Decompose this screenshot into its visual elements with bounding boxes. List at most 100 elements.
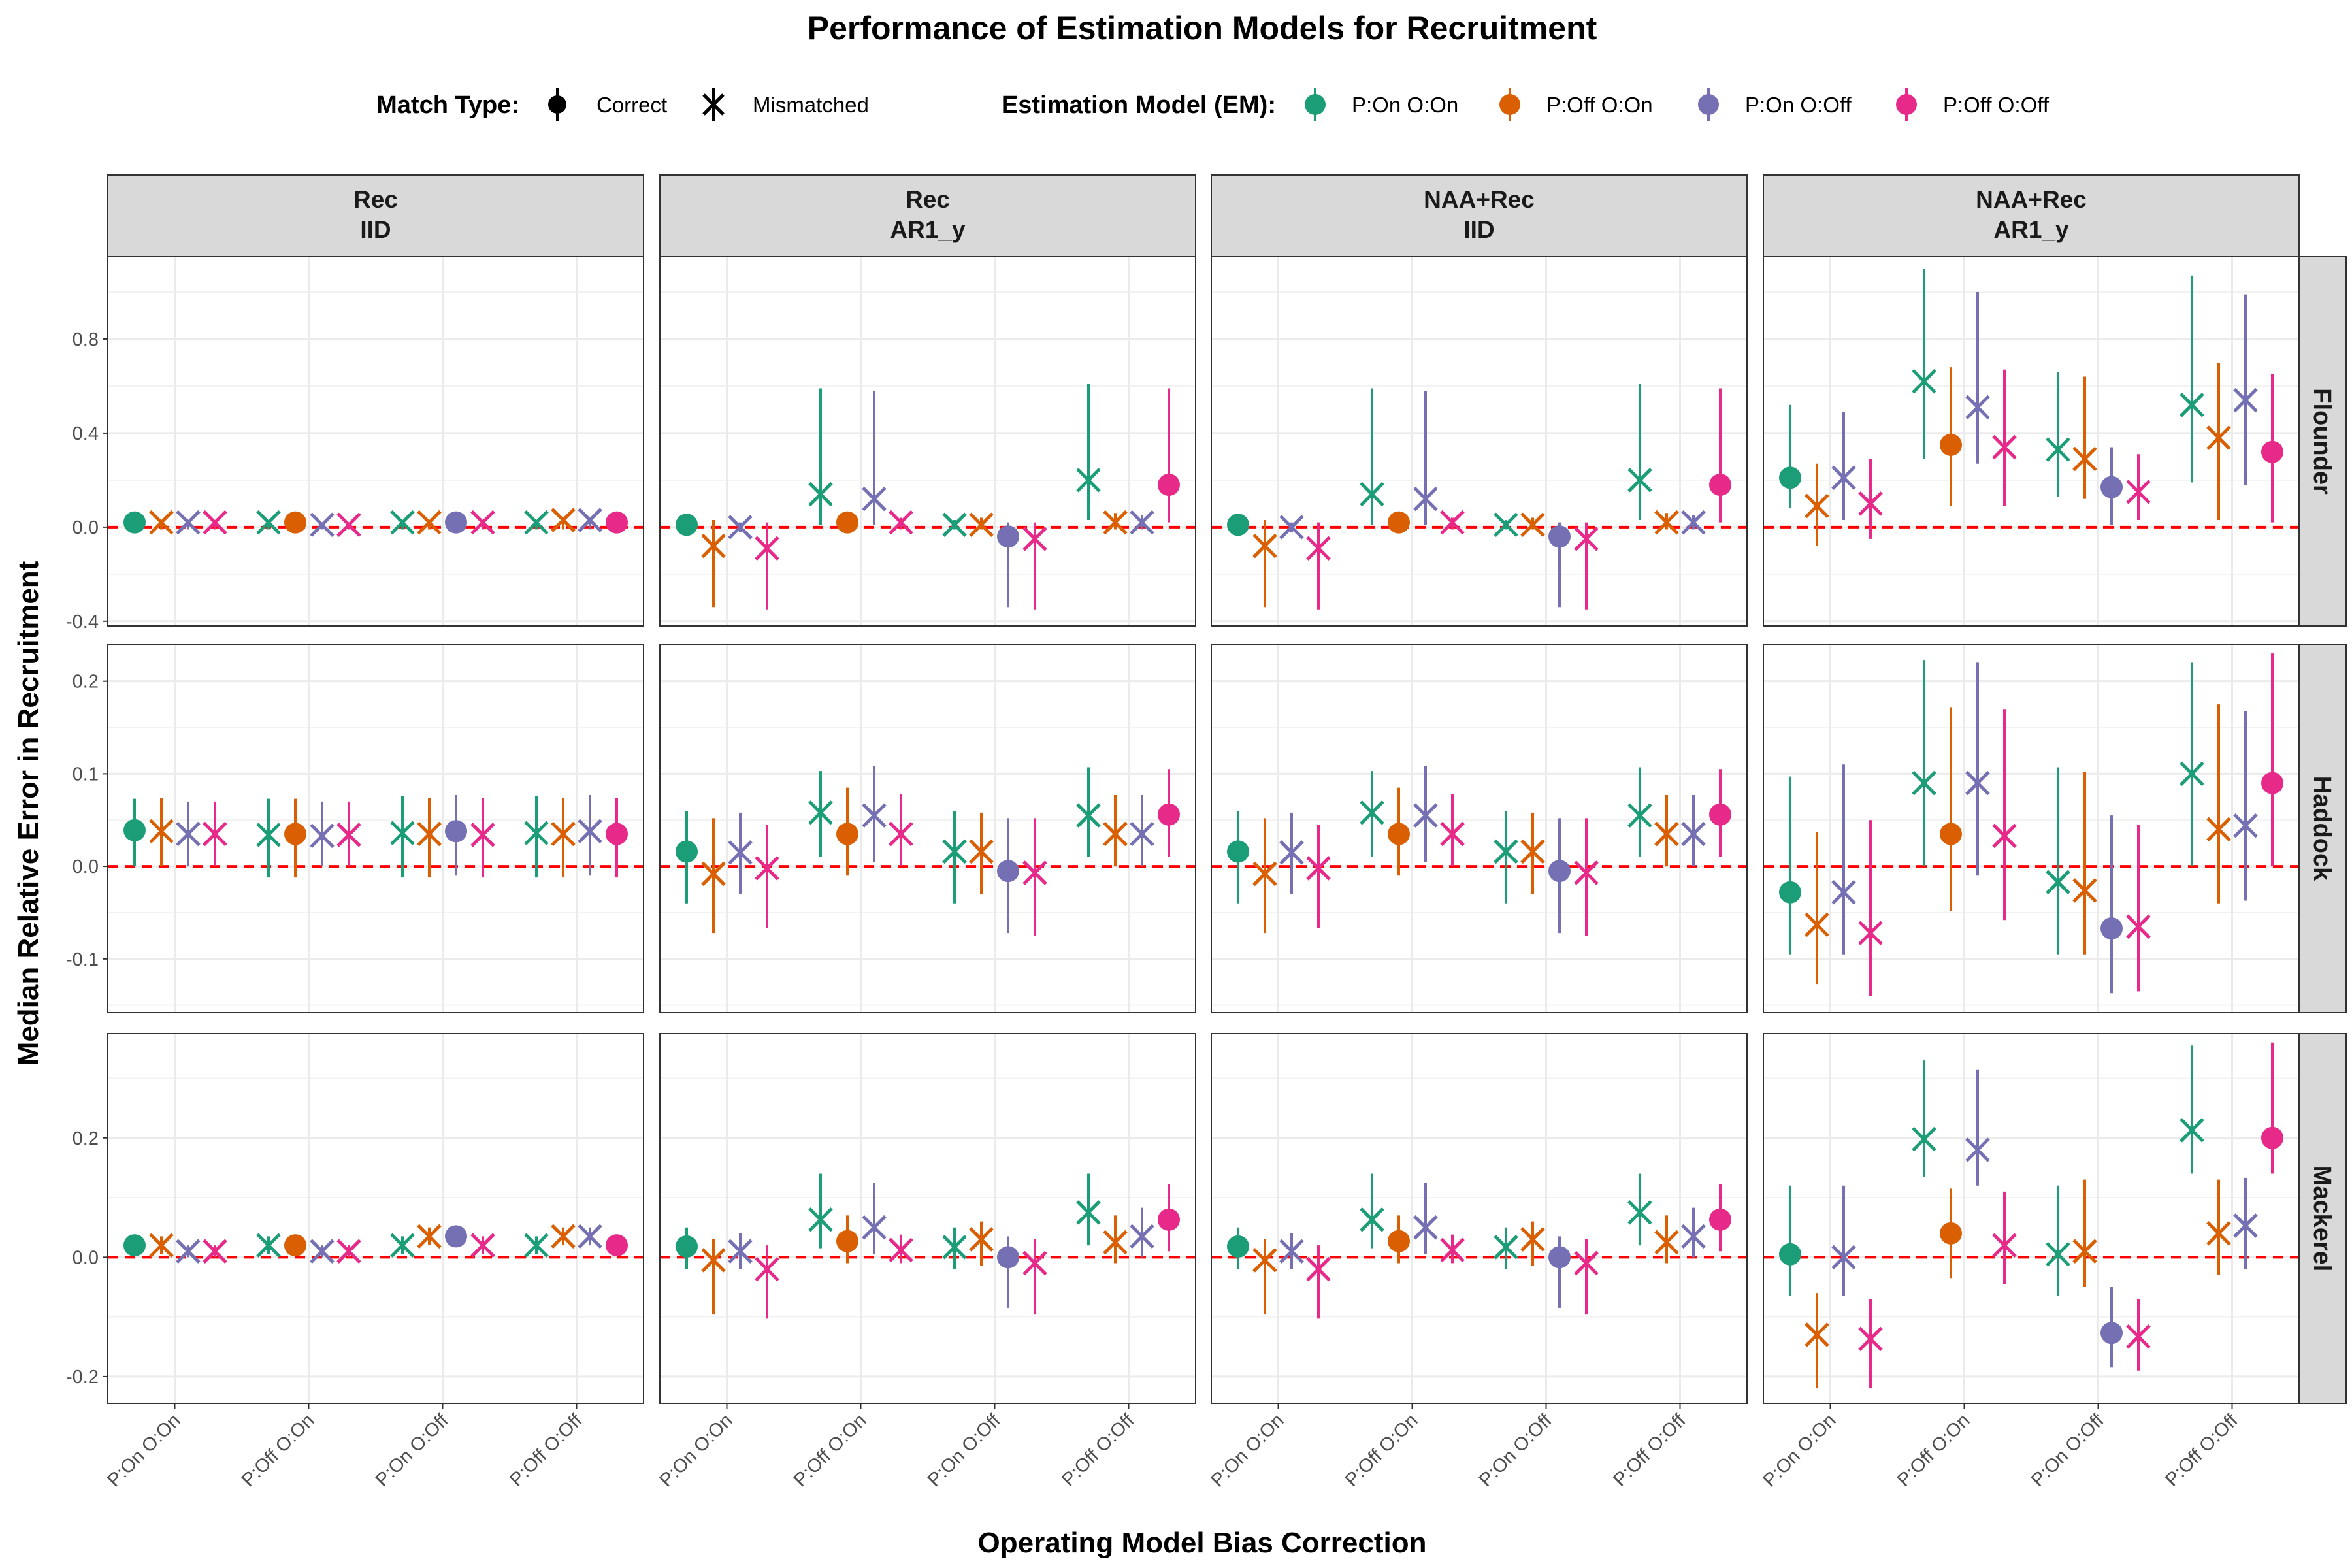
point-mismatched	[755, 1256, 779, 1282]
panel-flounder-4	[1763, 256, 2300, 627]
legend-em-title: Estimation Model (EM):	[1002, 91, 1276, 119]
point-mismatched	[755, 536, 779, 561]
point-mismatched	[1654, 510, 1679, 535]
point-correct	[284, 823, 306, 845]
point-mismatched	[1992, 1233, 2017, 1258]
point-mismatched	[2126, 480, 2151, 504]
point-correct	[606, 1234, 628, 1257]
point-correct	[445, 820, 467, 843]
y-tick-label: 0.1	[73, 764, 99, 785]
legend-em-symbol-2	[1499, 94, 1520, 115]
point-correct	[2261, 772, 2283, 794]
point-mismatched	[969, 839, 994, 864]
point-mismatched	[728, 1239, 753, 1264]
point-mismatched	[1912, 368, 1936, 394]
point-mismatched	[1103, 1230, 1128, 1255]
panel-background	[1211, 1034, 1747, 1403]
point-mismatched	[390, 1233, 415, 1258]
row-strip-flounder	[2298, 256, 2347, 627]
point-mismatched	[1858, 491, 1883, 516]
point-correct	[1388, 1230, 1410, 1252]
point-mismatched	[578, 508, 602, 532]
panel-background	[1211, 644, 1747, 1013]
point-mismatched	[1654, 821, 1679, 847]
point-correct	[1779, 466, 1801, 489]
legend-correct-symbol	[548, 95, 566, 114]
point-mismatched	[1413, 803, 1438, 828]
point-mismatched	[1654, 1230, 1679, 1255]
point-correct	[1158, 1208, 1180, 1231]
panel-flounder-3	[1211, 256, 1748, 627]
panel-background	[660, 257, 1196, 626]
point-mismatched	[1681, 821, 1706, 847]
x-tick-label: P:Off O:Off	[1058, 1410, 1139, 1491]
x-tick-label: P:On O:On	[1207, 1410, 1288, 1491]
point-mismatched	[942, 839, 967, 864]
legend-em-label-2: P:Off O:On	[1546, 93, 1653, 117]
point-mismatched	[1076, 1200, 1101, 1225]
point-correct	[676, 514, 698, 536]
panel-border	[659, 644, 1196, 1013]
legend-match-title: Match Type:	[376, 91, 519, 119]
point-mismatched	[969, 1227, 994, 1252]
point-correct	[1940, 823, 1962, 845]
point-mismatched	[1805, 493, 1829, 519]
point-mismatched	[1831, 465, 1856, 491]
panel-haddock-2	[659, 644, 1196, 1013]
point-correct	[1227, 514, 1249, 536]
point-mismatched	[889, 1237, 913, 1263]
point-mismatched	[1858, 1326, 1883, 1352]
point-correct	[1940, 1222, 1962, 1245]
point-mismatched	[2233, 387, 2258, 413]
point-mismatched	[2233, 813, 2258, 838]
point-correct	[123, 819, 146, 841]
point-correct	[676, 840, 698, 863]
point-mismatched	[2206, 425, 2231, 450]
point-mismatched	[551, 1224, 576, 1249]
legend-em-label-3: P:On O:Off	[1745, 93, 1852, 117]
point-mismatched	[862, 1215, 887, 1240]
x-axis-label: Operating Model Bias Correction	[978, 1527, 1427, 1559]
point-mismatched	[1831, 880, 1856, 905]
panel-mackerel-3: P:On O:On P:Off O:On P:On O:Off P:Off O:Off	[1207, 1033, 1748, 1491]
point-mismatched	[808, 482, 833, 507]
point-mismatched	[176, 1239, 201, 1264]
point-correct	[1709, 803, 1731, 826]
point-mismatched	[2072, 446, 2097, 472]
panel-border	[1211, 256, 1748, 627]
panel-haddock-3	[1211, 644, 1748, 1013]
point-mismatched	[2206, 817, 2231, 842]
point-correct	[1227, 1235, 1249, 1258]
point-mismatched	[1494, 512, 1518, 538]
point-mismatched	[2046, 870, 2070, 894]
x-tick-label: P:Off O:On	[1341, 1410, 1422, 1491]
point-mismatched	[1252, 1248, 1277, 1273]
row-strip-haddock	[2298, 644, 2347, 1013]
point-mismatched	[524, 1233, 549, 1258]
point-mismatched	[149, 1233, 174, 1258]
point-correct	[2100, 917, 2123, 940]
point-mismatched	[390, 510, 415, 535]
point-correct	[1388, 511, 1410, 534]
point-mismatched	[942, 512, 967, 538]
point-mismatched	[551, 821, 576, 847]
legend-em-symbol-4	[1896, 94, 1917, 115]
panel-border	[107, 644, 644, 1013]
y-tick-label: -0.2	[66, 1367, 99, 1388]
panel-border	[1211, 1033, 1748, 1404]
point-mismatched	[1360, 800, 1384, 825]
panel-border	[1763, 256, 2300, 627]
legend-mismatched-symbol	[702, 93, 725, 116]
panel-border	[1763, 644, 2300, 1013]
point-mismatched	[1130, 510, 1154, 535]
point-mismatched	[310, 1239, 335, 1264]
point-correct	[1779, 1243, 1801, 1266]
panel-background	[1763, 1034, 2299, 1403]
panel-haddock-1	[107, 644, 644, 1013]
point-mismatched	[969, 512, 994, 538]
point-mismatched	[942, 1235, 967, 1260]
point-mismatched	[470, 1233, 495, 1258]
point-correct	[836, 823, 858, 845]
point-mismatched	[1965, 395, 1990, 420]
